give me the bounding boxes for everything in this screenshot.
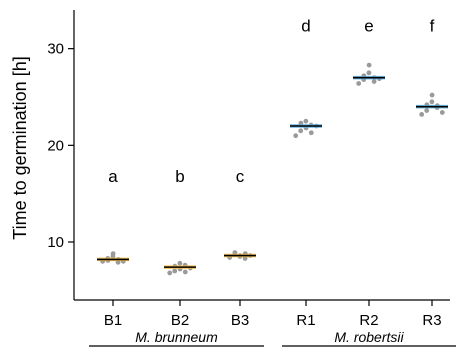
x-tick-label-B3: B3	[231, 312, 249, 329]
data-point-R1-1	[293, 133, 299, 139]
data-point-R2-1	[356, 81, 362, 86]
data-point-R3-1	[419, 112, 425, 117]
data-point-R3-5	[429, 92, 435, 98]
x-tick-label-R1: R1	[296, 312, 315, 329]
x-tick-label-R3: R3	[422, 312, 441, 329]
group-label-2: M. robertsii	[334, 329, 404, 345]
data-point-B2-1	[167, 270, 173, 276]
y-tick-label-20: 20	[47, 137, 64, 154]
data-point-R3-4	[429, 99, 435, 105]
chart-marks: a b c d e f	[97, 16, 448, 276]
significance-letter-R3: f	[430, 16, 435, 35]
data-point-B2-4	[177, 260, 183, 266]
data-point-R2-5	[366, 62, 372, 68]
data-point-R3-2	[424, 108, 430, 113]
x-tick-label-B2: B2	[171, 312, 189, 329]
y-axis-label: Time to germination [h]	[10, 56, 30, 239]
significance-letter-R1: d	[301, 16, 310, 35]
y-tick-label-30: 30	[47, 41, 64, 58]
data-point-R3-8	[439, 110, 445, 115]
x-tick-label-R2: R2	[359, 312, 378, 329]
y-tick-label-10: 10	[47, 234, 64, 251]
significance-letter-B3: c	[236, 167, 245, 186]
significance-letter-B2: b	[175, 167, 184, 186]
data-point-R1-7	[308, 130, 314, 136]
data-point-B2-7	[182, 269, 188, 275]
data-point-B1-5	[110, 251, 116, 256]
group-label-1: M. brunneum	[135, 329, 218, 345]
significance-letter-R2: e	[364, 16, 373, 35]
data-point-R2-6	[371, 79, 377, 84]
data-point-R1-2	[298, 128, 304, 134]
data-point-B2-2	[172, 268, 178, 274]
x-tick-label-B1: B1	[104, 312, 122, 329]
significance-letter-B1: a	[108, 167, 118, 186]
data-point-R1-4	[303, 118, 309, 124]
data-point-R2-4	[366, 70, 372, 76]
